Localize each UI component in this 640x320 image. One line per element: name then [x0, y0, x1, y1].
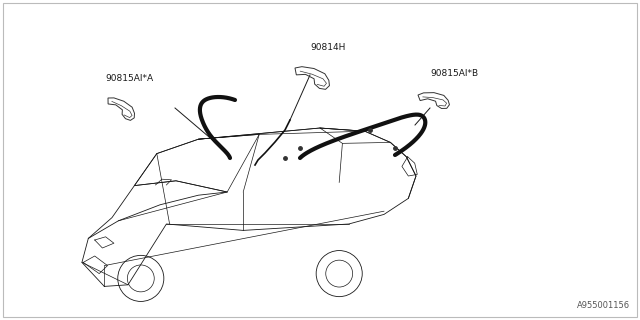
Text: 90815AI*B: 90815AI*B	[430, 69, 478, 78]
Text: A955001156: A955001156	[577, 301, 630, 310]
Text: 90814H: 90814H	[310, 43, 346, 52]
Text: 90815AI*A: 90815AI*A	[105, 74, 153, 83]
